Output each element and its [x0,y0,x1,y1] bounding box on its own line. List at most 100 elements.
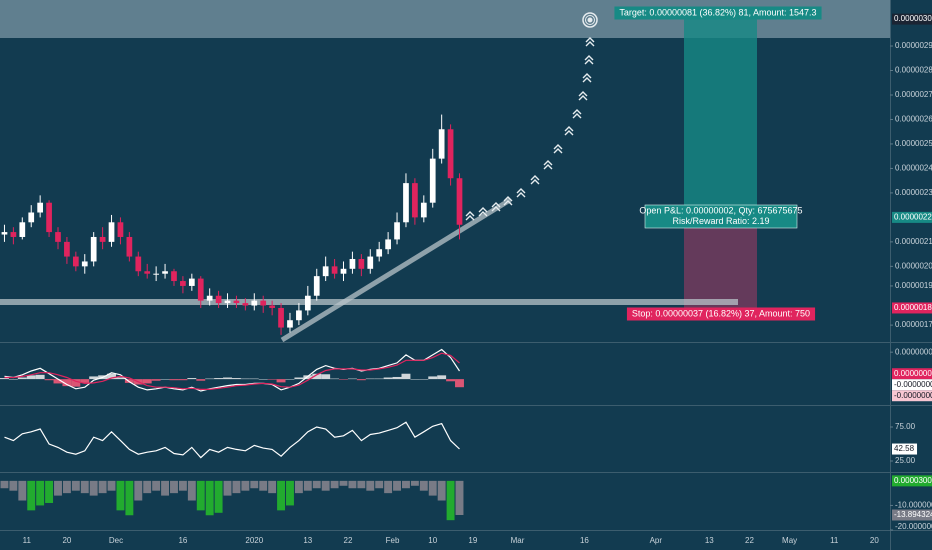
candle-body [412,183,418,218]
histogram-bar [9,480,18,491]
last-value-label-box [892,379,932,391]
histogram-bar [419,480,428,491]
histogram-bar [0,480,9,489]
y-tick-label: 75.00 [895,422,916,431]
histogram-bar [89,376,99,380]
candle-body [224,300,231,304]
last-value-label-box [892,390,932,402]
histogram-bar [169,379,179,381]
y-tick-label: 0.00000005 [895,347,932,356]
x-tick-label: 16 [178,536,187,545]
price-marker-label: 0.00000301 [894,14,932,23]
histogram-bar [303,480,312,491]
pnl-label: Open P&L: 0.00000002, Qty: 675675675 [639,205,802,215]
histogram-bar [339,379,348,380]
histogram-bar [347,378,357,380]
histogram-bar [98,480,107,494]
candle-body [72,256,79,267]
candle-body [278,307,284,328]
histogram-bar [125,480,134,516]
candle-body [420,202,427,218]
histogram-bar [160,379,170,380]
histogram-bar [268,480,277,494]
histogram-bar [330,378,340,380]
candle-body [90,236,97,262]
candle-body [153,273,159,275]
histogram-bar [437,375,447,380]
candle-body [340,268,347,274]
histogram-bar [258,379,268,380]
last-value-label-box [892,443,918,455]
histogram-bar [134,480,143,501]
histogram-bar [178,480,187,491]
candle-body [403,183,409,223]
histogram-bar [232,480,241,494]
histogram-bar [36,480,45,506]
last-value-label: -0.00000001 [894,380,932,389]
histogram-bar [62,480,71,494]
x-tick-label: 19 [468,536,477,545]
y-tick-label: 25.00 [895,456,916,465]
histogram-bar [240,378,250,380]
x-tick-label: Mar [511,536,525,545]
candle-body [37,202,44,213]
histogram-bar [330,480,339,489]
price-marker-label: 0.00000183 [894,303,932,312]
histogram-bar [17,377,27,380]
candle-body [438,129,445,159]
histogram-bar [312,373,322,380]
histogram-bar [89,480,98,496]
candle-body [358,259,365,269]
x-tick-label: 11 [23,536,32,545]
last-value-label-box [892,475,932,487]
histogram-bar [241,480,250,491]
histogram-bar [321,374,331,380]
histogram-bar [124,379,134,383]
histogram-bar [54,480,62,496]
projection-arrows [465,37,595,221]
candle-body [180,281,186,286]
candle-body [394,222,400,240]
chevron [491,202,501,212]
x-tick-label: 22 [344,536,353,545]
histogram-bar [53,379,63,384]
histogram-bar [44,379,54,381]
chevron [553,144,563,154]
candle-body [456,178,463,225]
histogram-bar [446,379,456,382]
last-value-label: 0.00003008 [894,476,932,485]
pnl-label: Risk/Reward Ratio: 2.19 [672,216,769,226]
x-tick-label: Dec [109,536,123,545]
price-marker-label-box [892,211,932,223]
x-tick-label: Feb [386,536,400,545]
histogram-bar [214,480,223,513]
histogram-bar [107,480,116,491]
candle-body [287,320,293,328]
candle-body [19,222,26,237]
chevron [465,211,475,221]
histogram-bar [321,480,330,491]
candle-body [99,236,106,242]
indicator-line [4,352,460,390]
histogram-bar [365,378,375,380]
histogram-bar [455,379,464,388]
x-tick-label: 16 [580,536,589,545]
candle-body [447,129,454,179]
candle-body [385,239,391,250]
histogram-bar [223,377,232,380]
histogram-bar [446,480,455,521]
chevron [564,126,574,136]
histogram-bar [267,379,277,380]
x-tick-label: 20 [870,536,879,545]
histogram-bar [277,480,286,511]
candle-body [188,278,195,286]
histogram-bar [152,480,161,491]
histogram-bar [151,379,161,381]
chevron [503,196,513,206]
target-label: Target: 0.00000081 (36.82%) 81, Amount: … [619,7,816,17]
histogram-bar [71,480,80,491]
histogram-bar [205,378,215,380]
candle-body [126,236,133,257]
